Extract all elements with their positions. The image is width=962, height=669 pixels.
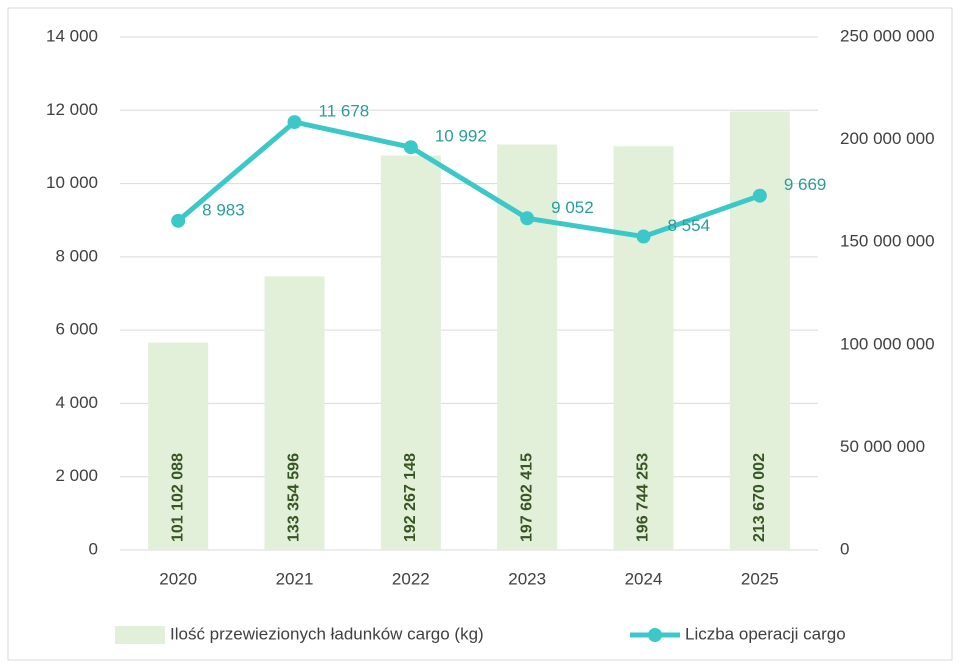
bar	[380, 155, 441, 550]
line-point	[636, 229, 651, 244]
legend-swatch-marker	[648, 628, 662, 642]
line-point	[752, 188, 767, 203]
line-value-label: 8 983	[202, 200, 245, 219]
bar-value-label: 196 744 253	[635, 453, 652, 542]
y-tick-label: 8 000	[55, 246, 98, 265]
x-tick-label: 2020	[159, 569, 197, 588]
y2-tick-label: 50 000 000	[840, 437, 925, 456]
line-series	[176, 119, 761, 240]
line-value-label: 11 678	[319, 102, 370, 121]
y2-tick-label: 250 000 000	[840, 26, 935, 45]
bar	[613, 146, 674, 550]
line-point	[287, 115, 302, 130]
bar-value-label: 197 602 415	[518, 453, 535, 542]
bar	[264, 276, 325, 550]
y2-tick-label: 200 000 000	[840, 129, 935, 148]
x-tick-label: 2022	[392, 569, 430, 588]
chart-frame	[7, 7, 953, 661]
y-tick-label: 4 000	[55, 393, 98, 412]
x-tick-label: 2024	[625, 569, 663, 588]
y2-tick-label: 100 000 000	[840, 334, 935, 353]
bar-value-label: 192 267 148	[402, 453, 419, 542]
y2-tick-label: 150 000 000	[840, 232, 935, 251]
line-value-label: 9 052	[551, 198, 594, 217]
y-tick-label: 0	[89, 539, 98, 558]
line-point	[171, 213, 186, 228]
y-tick-label: 12 000	[46, 100, 98, 119]
x-tick-label: 2023	[508, 569, 546, 588]
y-tick-label: 2 000	[55, 466, 98, 485]
x-tick-label: 2021	[276, 569, 314, 588]
bar-value-label: 101 102 088	[169, 453, 186, 542]
line-value-label: 8 554	[668, 216, 711, 235]
y-tick-label: 10 000	[46, 173, 98, 192]
x-tick-label: 2025	[741, 569, 779, 588]
bar-value-label: 213 670 002	[751, 453, 768, 542]
legend-swatch	[115, 626, 165, 644]
line-value-label: 9 669	[784, 175, 827, 194]
bar	[148, 342, 209, 550]
bar	[729, 111, 790, 550]
legend-label: Liczba operacji cargo	[685, 624, 846, 643]
line-point	[403, 140, 418, 155]
bar-value-label: 133 354 596	[286, 453, 303, 542]
line-value-label: 10 992	[435, 127, 487, 146]
y-tick-label: 14 000	[46, 26, 98, 45]
y2-tick-label: 0	[840, 539, 849, 558]
y-tick-label: 6 000	[55, 320, 98, 339]
line-point	[520, 211, 535, 226]
legend-label: Ilość przewiezionych ładunków cargo (kg)	[170, 624, 484, 643]
